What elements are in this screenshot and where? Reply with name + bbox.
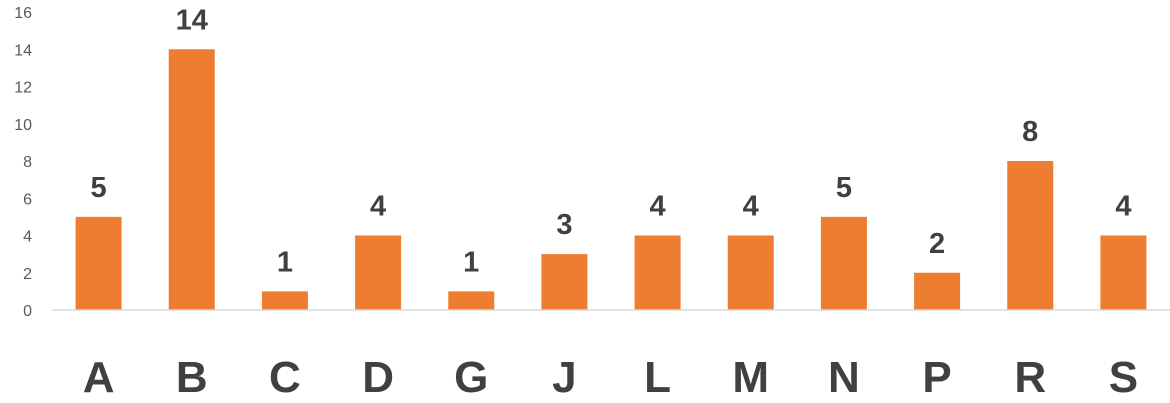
bar-g <box>448 291 495 310</box>
y-tick-label: 2 <box>23 266 32 283</box>
x-tick-label-r: R <box>1014 353 1046 402</box>
y-tick-label: 0 <box>23 303 32 320</box>
x-tick-label-g: G <box>454 353 488 402</box>
x-tick-label-b: B <box>176 353 208 402</box>
bar-l <box>634 235 681 310</box>
x-tick-label-s: S <box>1109 353 1138 402</box>
x-tick-label-m: M <box>732 353 769 402</box>
bars <box>75 49 1147 310</box>
bar-m <box>727 235 774 310</box>
data-label-p: 2 <box>929 228 945 260</box>
bar-b <box>168 49 215 310</box>
bar-p <box>914 272 961 310</box>
y-tick-label: 14 <box>14 42 32 59</box>
y-tick-label: 12 <box>14 80 32 97</box>
bar-d <box>355 235 402 310</box>
data-label-a: 5 <box>91 172 107 204</box>
data-label-d: 4 <box>370 191 386 223</box>
bar-r <box>1007 161 1054 310</box>
data-label-j: 3 <box>556 209 572 241</box>
y-tick-label: 6 <box>23 191 32 208</box>
bar-j <box>541 254 588 310</box>
data-label-c: 1 <box>277 246 293 278</box>
y-tick-label: 8 <box>23 154 32 171</box>
bar-n <box>820 216 867 310</box>
data-label-b: 14 <box>176 4 208 36</box>
data-label-l: 4 <box>650 191 666 223</box>
x-tick-label-l: L <box>644 353 671 402</box>
y-tick-label: 4 <box>23 229 32 246</box>
x-tick-label-d: D <box>362 353 394 402</box>
y-tick-label: 16 <box>14 5 32 22</box>
data-label-r: 8 <box>1022 116 1038 148</box>
data-label-m: 4 <box>743 191 759 223</box>
x-tick-label-n: N <box>828 353 860 402</box>
y-tick-label: 10 <box>14 117 32 134</box>
bar-a <box>75 216 122 310</box>
x-tick-label-p: P <box>922 353 951 402</box>
bar-s <box>1100 235 1147 310</box>
data-label-g: 1 <box>463 246 479 278</box>
x-tick-label-j: J <box>552 353 576 402</box>
y-axis: 0 2 4 6 8 10 12 14 16 <box>14 5 32 320</box>
x-tick-label-a: A <box>83 353 115 402</box>
data-label-n: 5 <box>836 172 852 204</box>
bar-c <box>261 291 308 310</box>
x-tick-label-c: C <box>269 353 301 402</box>
data-label-s: 4 <box>1115 191 1131 223</box>
